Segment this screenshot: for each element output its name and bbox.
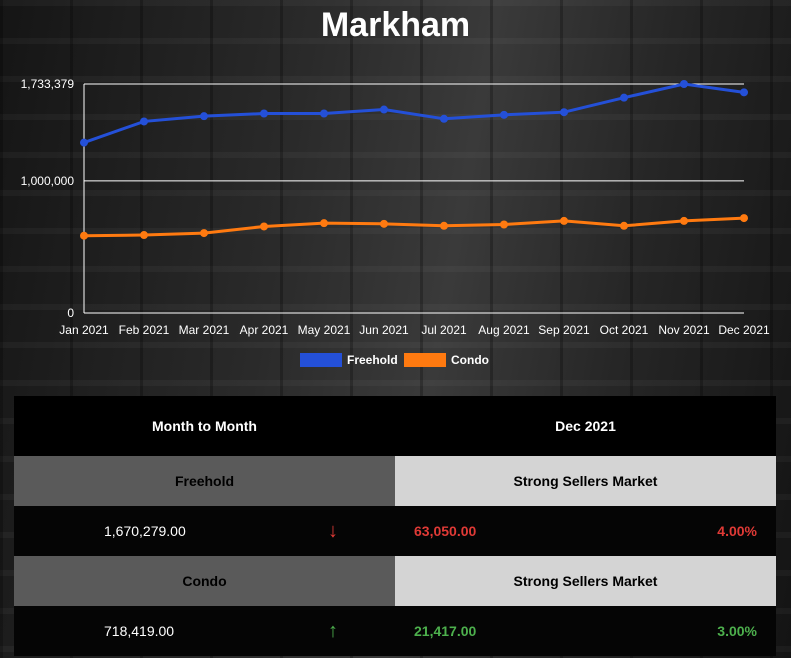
data-point-freehold	[440, 114, 448, 123]
data-point-condo	[740, 214, 748, 223]
x-tick-label: Jan 2021	[59, 323, 109, 337]
table-header-row: Month to Month Dec 2021	[14, 396, 776, 456]
data-point-freehold	[140, 117, 148, 126]
legend-label-condo: Condo	[451, 353, 489, 367]
x-tick-label: Jun 2021	[359, 323, 409, 337]
freehold-change: 63,050.00	[414, 523, 477, 539]
data-point-condo	[620, 221, 628, 230]
x-tick-label: Dec 2021	[718, 323, 770, 337]
header-month-to-month: Month to Month	[152, 418, 257, 434]
freehold-price: 1,670,279.00	[104, 523, 186, 539]
condo-band-row: Condo Strong Sellers Market	[14, 556, 776, 606]
data-point-freehold	[560, 108, 568, 117]
condo-values-row: 718,419.00 ↑ 21,417.00 3.00%	[14, 606, 776, 656]
header-period: Dec 2021	[555, 418, 616, 434]
x-tick-label: Nov 2021	[658, 323, 710, 337]
data-point-freehold	[500, 110, 508, 119]
series-line-freehold	[83, 82, 745, 144]
market-summary-table: Month to Month Dec 2021 Freehold Strong …	[14, 396, 776, 658]
data-point-condo	[320, 219, 328, 228]
data-point-condo	[260, 222, 268, 231]
x-tick-label: Sep 2021	[538, 323, 590, 337]
series-line-condo	[83, 216, 745, 238]
data-point-condo	[680, 216, 688, 225]
data-point-condo	[140, 231, 148, 240]
page-title: Markham	[320, 6, 471, 44]
freehold-label: Freehold	[14, 456, 395, 506]
data-point-freehold	[380, 105, 388, 114]
x-tick-label: Oct 2021	[600, 323, 649, 337]
freehold-market-status: Strong Sellers Market	[395, 456, 776, 506]
data-point-condo	[80, 231, 88, 240]
condo-percent: 3.00%	[717, 623, 757, 639]
y-tick-label: 1,000,000	[21, 174, 75, 188]
x-tick-label: Aug 2021	[478, 323, 530, 337]
x-tick-label: Feb 2021	[119, 323, 170, 337]
y-tick-label: 1,733,379	[21, 77, 75, 91]
x-tick-label: Jul 2021	[421, 323, 467, 337]
data-point-condo	[560, 216, 568, 225]
data-point-freehold	[620, 93, 628, 102]
condo-label: Condo	[14, 556, 395, 606]
condo-change: 21,417.00	[414, 623, 477, 639]
data-point-condo	[440, 221, 448, 230]
freehold-band-row: Freehold Strong Sellers Market	[14, 456, 776, 506]
arrow-down-icon: ↓	[328, 520, 338, 542]
data-point-condo	[380, 219, 388, 228]
y-tick-label: 0	[67, 306, 74, 320]
condo-market-status: Strong Sellers Market	[395, 556, 776, 606]
line-chart: 1,733,379 1,000,000 0 Jan 2021 Feb 2021 Mar 2…	[21, 77, 770, 367]
arrow-up-icon: ↑	[328, 620, 338, 642]
data-point-freehold	[740, 88, 748, 97]
condo-price: 718,419.00	[104, 623, 175, 639]
data-point-condo	[200, 229, 208, 238]
data-point-condo	[500, 220, 508, 229]
freehold-values-row: 1,670,279.00 ↓ 63,050.00 4.00%	[14, 506, 776, 556]
legend-swatch-condo	[404, 353, 446, 367]
data-point-freehold	[680, 80, 688, 88]
legend-swatch-freehold	[300, 353, 342, 367]
x-tick-label: May 2021	[298, 323, 351, 337]
freehold-percent: 4.00%	[717, 523, 757, 539]
legend-label-freehold: Freehold	[347, 353, 398, 367]
data-point-freehold	[80, 138, 88, 147]
data-point-freehold	[320, 109, 328, 118]
data-point-freehold	[200, 112, 208, 121]
data-point-freehold	[260, 109, 268, 118]
x-tick-label: Mar 2021	[179, 323, 230, 337]
x-tick-label: Apr 2021	[240, 323, 289, 337]
